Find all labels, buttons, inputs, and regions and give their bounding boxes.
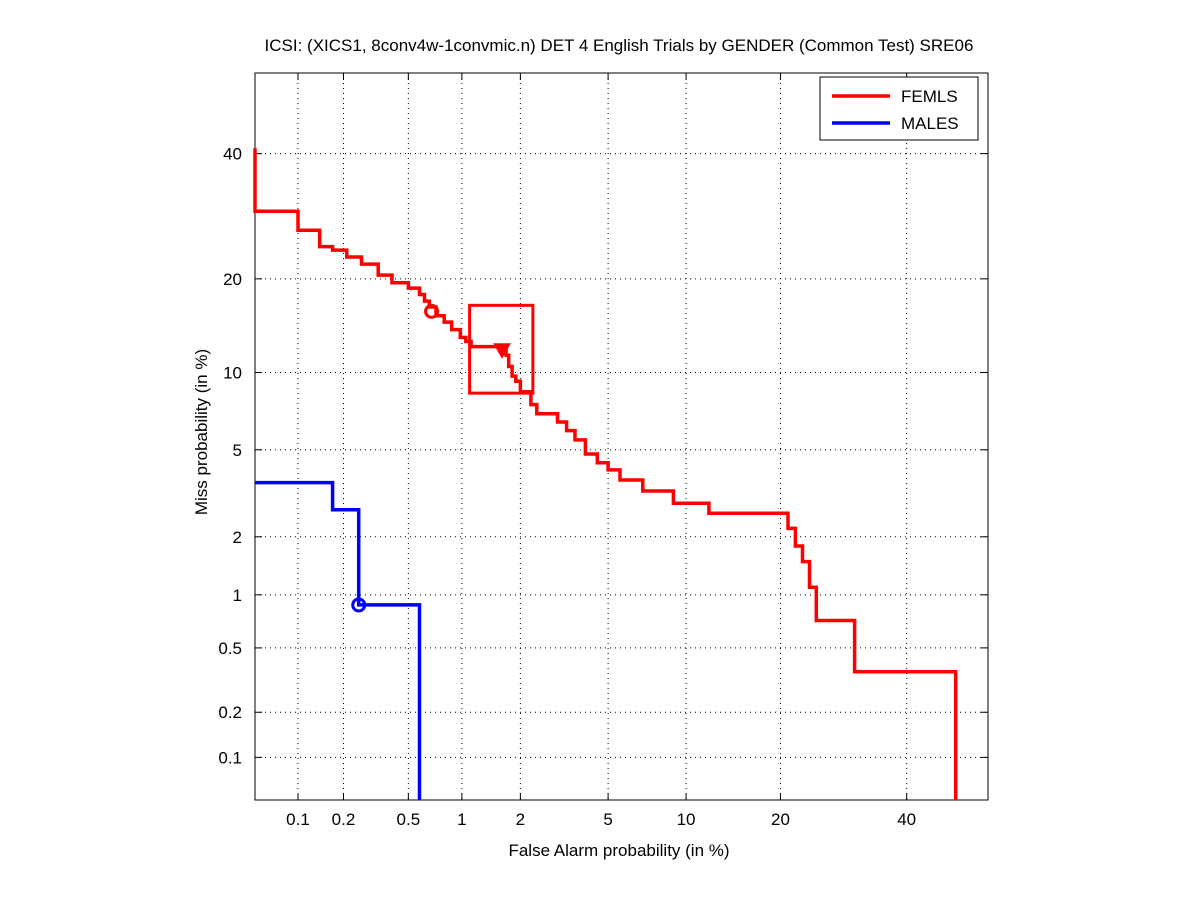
x-tick-label: 0.5 bbox=[397, 810, 421, 829]
y-tick-label: 0.2 bbox=[218, 703, 242, 722]
legend-label-males: MALES bbox=[901, 114, 959, 133]
y-tick-label: 10 bbox=[223, 363, 242, 382]
x-tick-label: 40 bbox=[897, 810, 916, 829]
legend-box bbox=[819, 76, 979, 141]
y-tick-label: 2 bbox=[233, 528, 242, 547]
min-dcf-marker-males bbox=[351, 597, 367, 613]
series-line-males bbox=[255, 480, 422, 800]
x-tick-label: 10 bbox=[677, 810, 696, 829]
plot-area: 0.1 0.2 0.5 1 2 5 10 20 40 0.1 0.2 0.5 1 2 5 10 20 40 FEML… bbox=[218, 72, 989, 829]
y-tick-label: 0.5 bbox=[218, 639, 242, 658]
x-tick-label: 0.2 bbox=[332, 810, 356, 829]
legend-label-femls: FEMLS bbox=[901, 87, 958, 106]
x-tick-label: 1 bbox=[457, 810, 466, 829]
x-tick-label: 20 bbox=[771, 810, 790, 829]
y-axis-label: Miss probability (in %) bbox=[192, 349, 211, 515]
actual-dcf-marker-femls bbox=[493, 343, 511, 359]
x-tick-label: 5 bbox=[603, 810, 612, 829]
series-line-femls bbox=[253, 148, 958, 800]
chart-title: ICSI: (XICS1, 8conv4w-1convmic.n) DET 4 … bbox=[265, 36, 974, 55]
y-tick-label: 40 bbox=[223, 145, 242, 164]
x-tick-label: 0.1 bbox=[286, 810, 310, 829]
x-axis-label: False Alarm probability (in %) bbox=[508, 841, 729, 860]
confidence-box-femls bbox=[468, 303, 535, 395]
y-tick-label: 1 bbox=[233, 586, 242, 605]
y-tick-label: 20 bbox=[223, 270, 242, 289]
y-tick-label: 5 bbox=[233, 441, 242, 460]
min-dcf-marker-femls bbox=[424, 303, 440, 319]
y-tick-label: 0.1 bbox=[218, 748, 242, 767]
x-tick-label: 2 bbox=[516, 810, 525, 829]
axes-frame bbox=[254, 72, 989, 801]
